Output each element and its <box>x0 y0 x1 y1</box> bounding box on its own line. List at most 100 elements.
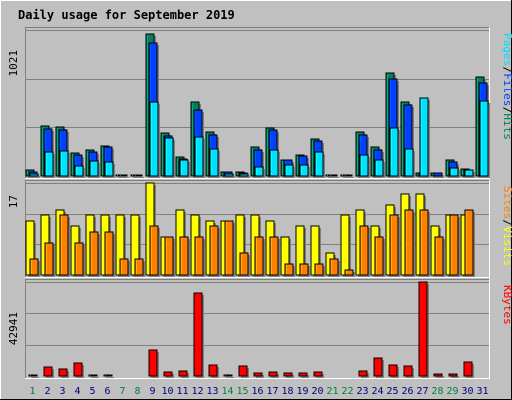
bar-pages-day-10 <box>164 137 175 178</box>
bar-files-day-28 <box>433 172 444 178</box>
bar-kbytes-day-24-fill <box>373 357 383 377</box>
bar-visits-day-15 <box>239 252 250 277</box>
bar-visits-day-30 <box>464 209 475 277</box>
day-label-9: 9 <box>149 386 155 397</box>
bar-pages-day-5-fill <box>89 160 99 177</box>
bar-pages-day-20-fill <box>314 151 324 177</box>
bar-kbytes-day-16-fill <box>253 372 263 377</box>
bar-sites-day-22 <box>340 214 351 277</box>
bar-kbytes-day-2 <box>43 366 54 378</box>
bar-pages-day-19 <box>299 164 310 178</box>
bar-kbytes-day-6 <box>103 374 114 378</box>
day-label-21: 21 <box>326 386 338 397</box>
bar-kbytes-day-23-fill <box>358 370 368 377</box>
bar-visits-day-22 <box>344 269 355 277</box>
day-label-4: 4 <box>74 386 80 397</box>
bar-visits-day-14 <box>224 220 235 277</box>
bar-pages-day-30-fill <box>464 169 474 177</box>
bar-pages-day-11-fill <box>179 159 189 177</box>
bar-pages-day-3-fill <box>59 150 69 177</box>
bar-visits-day-18 <box>284 263 295 277</box>
bar-files-day-8-shadow <box>136 177 144 178</box>
bar-kbytes-day-26-fill <box>403 365 413 377</box>
bar-visits-day-14-fill <box>224 220 234 276</box>
bar-kbytes-day-20 <box>313 371 324 378</box>
bar-files-day-8 <box>133 174 144 178</box>
bar-kbytes-day-20-fill <box>313 371 323 377</box>
bar-kbytes-day-11 <box>178 370 189 378</box>
bar-visits-day-11-fill <box>179 236 189 276</box>
bar-kbytes-day-25-fill <box>388 364 398 377</box>
legend-item-panel_hfp-1: / <box>501 67 512 74</box>
day-labels: 1 2 3 4 5 6 7 8 9 10 11 12 13 14 15 16 17 18 19 20 21 22 23 24 2… <box>29 386 488 397</box>
legend-item-panel_hfp-2: Files <box>501 73 512 106</box>
bar-visits-day-1 <box>29 258 40 277</box>
legend-item-panel_vs-0: Sites <box>501 186 512 219</box>
bar-visits-day-16 <box>254 236 265 277</box>
bar-files-day-7-fill <box>118 174 128 177</box>
bar-pages-day-27-fill <box>419 97 429 177</box>
bar-kbytes-day-19 <box>298 372 309 378</box>
bar-visits-day-24 <box>374 236 385 277</box>
bar-pages-day-10-fill <box>164 137 174 177</box>
bar-visits-day-8-fill <box>134 258 144 276</box>
bar-kbytes-day-4-fill <box>73 362 83 377</box>
bar-pages-day-11 <box>179 159 190 178</box>
bar-kbytes-day-3-fill <box>58 368 68 377</box>
bar-visits-day-10-fill <box>164 236 174 276</box>
day-label-13: 13 <box>206 386 218 397</box>
bar-pages-day-4 <box>74 165 85 178</box>
bar-pages-day-15-shadow <box>242 176 250 178</box>
bar-pages-day-5 <box>89 160 100 178</box>
bar-visits-day-7 <box>119 258 130 277</box>
bar-kbytes-day-14 <box>223 374 234 378</box>
bar-visits-day-4 <box>74 242 85 277</box>
day-label-6: 6 <box>104 386 110 397</box>
day-label-11: 11 <box>176 386 188 397</box>
bar-visits-day-28 <box>434 236 445 277</box>
bar-visits-day-19 <box>299 263 310 277</box>
bar-visits-day-12-fill <box>194 236 204 276</box>
bar-kbytes-day-5-shadow <box>91 377 99 378</box>
bar-pages-day-23-fill <box>359 154 369 177</box>
bar-visits-day-2 <box>44 242 55 277</box>
day-label-2: 2 <box>44 386 50 397</box>
bar-kbytes-day-6-fill <box>103 374 113 377</box>
day-label-17: 17 <box>266 386 278 397</box>
legend-item-panel_vs-1: / <box>501 220 512 227</box>
bar-kbytes-day-28-fill <box>433 373 443 377</box>
bar-files-day-28-fill <box>433 172 443 177</box>
bar-visits-day-4-fill <box>74 242 84 276</box>
bar-kbytes-day-1-fill <box>28 374 38 377</box>
ymax-label-panel_vs: 17 <box>7 195 20 208</box>
bar-visits-day-21 <box>329 258 340 277</box>
bar-visits-day-27-fill <box>419 209 429 276</box>
chart-title: Daily usage for September 2019 <box>18 8 235 22</box>
bar-pages-day-1 <box>29 173 40 178</box>
bar-visits-day-25 <box>389 214 400 277</box>
bar-pages-day-27 <box>419 97 430 178</box>
bar-kbytes-day-14-fill <box>223 374 233 377</box>
bar-pages-day-13 <box>209 148 220 178</box>
bar-kbytes-day-27 <box>418 281 429 378</box>
day-label-30: 30 <box>461 386 473 397</box>
bar-kbytes-day-1-shadow <box>31 377 39 378</box>
day-label-18: 18 <box>281 386 293 397</box>
day-label-1: 1 <box>29 386 35 397</box>
bar-kbytes-day-10 <box>163 371 174 378</box>
bar-pages-day-31-fill <box>479 100 489 177</box>
day-label-31: 31 <box>476 386 488 397</box>
bar-pages-day-18 <box>284 164 295 178</box>
bar-pages-day-26-fill <box>404 148 414 177</box>
day-label-3: 3 <box>59 386 65 397</box>
bar-kbytes-day-30-fill <box>463 361 473 377</box>
bar-pages-day-2-fill <box>44 151 54 177</box>
bar-kbytes-day-15-fill <box>238 365 248 377</box>
bar-visits-day-17 <box>269 236 280 277</box>
bar-kbytes-day-29-fill <box>448 373 458 377</box>
bar-visits-day-2-fill <box>44 242 54 276</box>
bar-files-day-8-fill <box>133 174 143 177</box>
bar-pages-day-29-fill <box>449 167 459 177</box>
bar-pages-day-12-fill <box>194 136 204 177</box>
bar-kbytes-day-11-fill <box>178 370 188 377</box>
